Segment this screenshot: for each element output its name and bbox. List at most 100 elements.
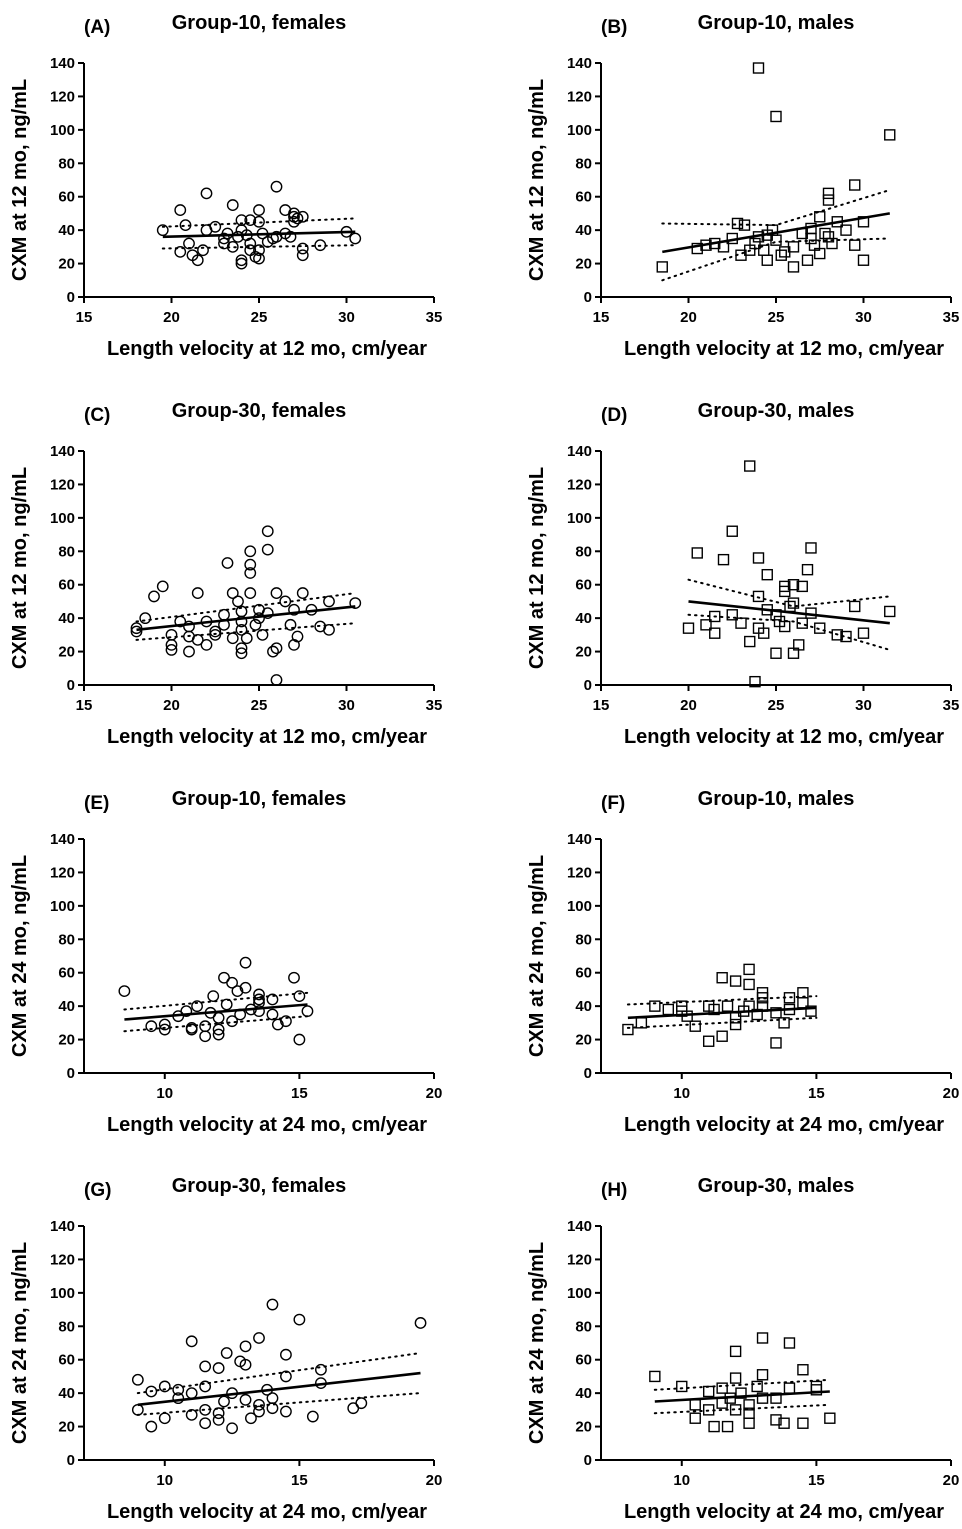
data-point (245, 1412, 257, 1425)
x-tick-label: 20 (426, 1472, 443, 1489)
data-point (805, 1005, 817, 1017)
data-point (315, 1363, 327, 1376)
data-point (256, 227, 269, 240)
y-tick-label: 100 (50, 1285, 75, 1302)
data-point (700, 619, 712, 631)
data-point (635, 1017, 648, 1029)
data-point (218, 1395, 230, 1408)
data-point (212, 1023, 225, 1036)
x-tick-label: 20 (163, 309, 180, 326)
data-point (226, 1015, 238, 1028)
data-point (770, 1414, 782, 1426)
data-point (244, 237, 257, 250)
y-tick-label: 140 (567, 831, 592, 848)
data-point (779, 585, 791, 598)
y-tick-label: 0 (584, 1065, 592, 1082)
data-point (226, 199, 239, 211)
data-point (226, 240, 239, 253)
data-point (239, 981, 252, 994)
data-point (231, 985, 244, 997)
data-point (179, 219, 192, 232)
data-point (221, 227, 234, 240)
panel-c: (C) Group-30, females 0 20 40 60 80 100 120 140 15… (9, 400, 442, 748)
data-point (756, 1332, 769, 1344)
y-tick-label: 140 (50, 443, 75, 460)
ci-upper-line (161, 217, 357, 228)
data-point (770, 1037, 782, 1049)
data-point (831, 216, 843, 228)
data-point (226, 1422, 238, 1435)
panel-label: (H) (601, 1180, 627, 1201)
data-point (212, 1407, 225, 1420)
data-point (158, 1412, 171, 1425)
data-point (770, 234, 782, 246)
data-point (220, 998, 233, 1011)
data-point (212, 1362, 225, 1374)
data-point (232, 230, 244, 243)
x-tick-label: 15 (76, 697, 93, 714)
regression-line (654, 1390, 830, 1403)
data-point (235, 623, 248, 636)
data-point (743, 1000, 755, 1012)
data-point (185, 1408, 198, 1421)
data-point (191, 254, 204, 267)
x-tick-label: 35 (426, 309, 443, 326)
data-point (729, 1404, 742, 1416)
data-point (165, 638, 178, 651)
data-point (681, 1010, 693, 1022)
data-point (752, 552, 765, 564)
x-tick-label: 25 (768, 697, 785, 714)
data-point (212, 1028, 225, 1041)
data-point (649, 1000, 661, 1012)
y-tick-label: 20 (575, 256, 592, 273)
data-point (717, 553, 730, 566)
panel-title: Group-30, males (698, 1175, 855, 1197)
panel-label: (G) (84, 1180, 111, 1201)
x-tick-label: 25 (251, 697, 268, 714)
panel-f: (F) Group-10, males 0 20 40 60 80 100 120 140 10 15… (526, 788, 959, 1136)
data-point (729, 1345, 742, 1358)
data-point (840, 630, 852, 643)
panel-title: Group-30, females (172, 400, 347, 422)
data-point (244, 545, 257, 558)
data-point (783, 992, 796, 1004)
data-point (279, 595, 292, 608)
panel-d: (D) Group-30, males 0 20 40 60 80 100 120 140 15 20… (526, 400, 959, 748)
data-point (266, 993, 279, 1006)
data-point (244, 558, 257, 571)
data-point (822, 194, 835, 206)
x-tick-label: 35 (426, 697, 443, 714)
data-point (717, 241, 730, 253)
data-point (676, 1380, 688, 1393)
data-point (244, 214, 257, 227)
data-point (770, 1392, 782, 1404)
y-tick-label: 20 (575, 644, 592, 661)
y-tick-label: 20 (575, 1032, 592, 1049)
data-point (784, 600, 796, 613)
data-point (253, 993, 265, 1006)
data-point (756, 992, 769, 1004)
data-point (156, 580, 169, 593)
data-point (207, 990, 220, 1003)
data-point (787, 241, 800, 253)
y-axis-title: CXM at 24 mo, ng/mL (526, 1242, 548, 1444)
data-point (158, 1023, 171, 1036)
data-point (118, 985, 131, 997)
data-point (253, 988, 265, 1001)
data-point (301, 1005, 314, 1018)
y-tick-label: 100 (567, 898, 592, 915)
y-tick-label: 100 (567, 510, 592, 527)
y-tick-label: 0 (584, 289, 592, 306)
x-tick-label: 15 (291, 1085, 308, 1102)
data-point (232, 595, 244, 608)
data-point (183, 620, 195, 633)
ci-lower-line (687, 613, 891, 651)
data-points (156, 180, 362, 270)
data-point (199, 1403, 212, 1416)
x-tick-label: 20 (163, 697, 180, 714)
data-point (775, 249, 787, 261)
data-point (293, 990, 306, 1003)
data-point (708, 1003, 720, 1016)
data-point (814, 247, 826, 260)
